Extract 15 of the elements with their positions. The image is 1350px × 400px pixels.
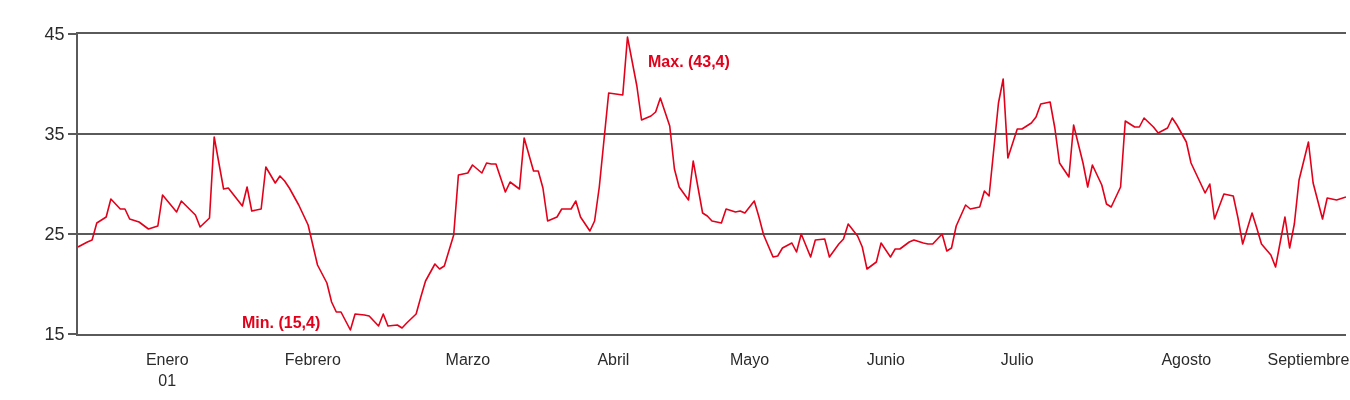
x-tick-label: Agosto — [1161, 350, 1212, 368]
annotation: Min. (15,4) — [242, 314, 321, 331]
y-tick-label: 15 — [44, 324, 65, 345]
y-tick-label: 25 — [44, 224, 65, 245]
annotation: Max. (43,4) — [648, 53, 730, 70]
x-tick-label: Enero 01 — [145, 350, 189, 389]
y-tick-label: 45 — [44, 24, 65, 45]
x-tick-label: Julio — [1000, 350, 1034, 368]
x-tick-label: Mayo — [730, 350, 770, 368]
x-tick-label: Junio — [866, 350, 905, 368]
x-tick-label: Septiembre — [1267, 350, 1350, 368]
x-tick-label: Abril — [597, 350, 630, 368]
x-tick-label: Febrero — [284, 350, 341, 368]
y-tick-label: 35 — [44, 124, 65, 145]
x-tick-label: Marzo — [445, 350, 491, 368]
